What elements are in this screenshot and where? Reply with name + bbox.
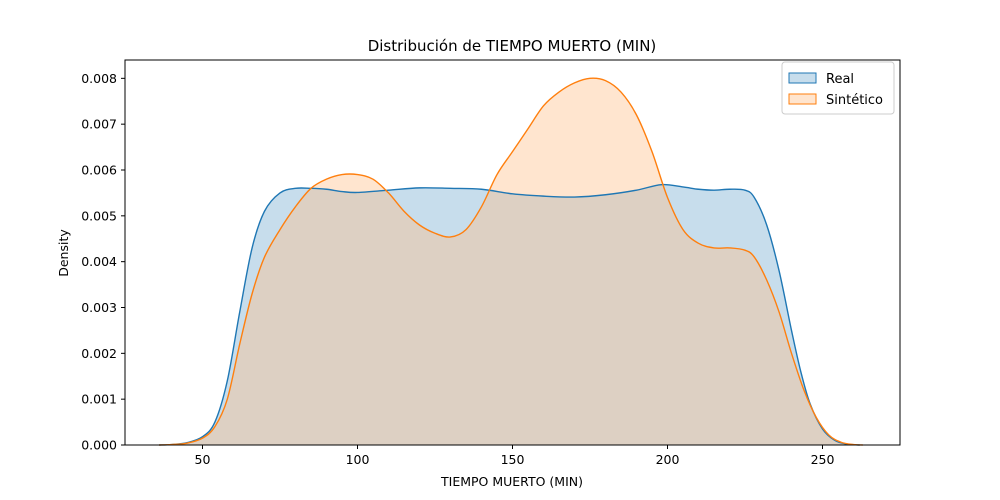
x-tick-label: 200	[656, 452, 680, 467]
legend-label-sint-tico: Sintético	[826, 93, 883, 108]
y-tick-label: 0.002	[81, 346, 117, 361]
y-tick-label: 0.003	[81, 300, 117, 315]
x-tick-label: 50	[195, 452, 211, 467]
x-tick-label: 100	[346, 452, 370, 467]
density-line-real	[159, 183, 860, 446]
y-tick-label: 0.000	[81, 438, 117, 453]
y-tick-label: 0.008	[81, 71, 117, 86]
density-fill-real	[159, 184, 860, 445]
density-fill-sint-tico	[159, 78, 863, 445]
legend-swatch-sint-tico	[788, 93, 817, 105]
legend-swatch-real	[788, 72, 817, 84]
plot-fills	[159, 78, 863, 445]
y-tick-label: 0.004	[81, 254, 117, 269]
density-line-sint-tico	[159, 77, 863, 446]
x-tick-label: 250	[811, 452, 835, 467]
x-tick-label: 150	[501, 452, 525, 467]
y-tick-label: 0.005	[81, 208, 117, 223]
y-axis-label: Density	[56, 229, 71, 277]
x-axis-label: TIEMPO MUERTO (MIN)	[440, 474, 583, 489]
y-tick-label: 0.007	[81, 117, 117, 132]
legend: Real Sintético	[781, 61, 895, 115]
x-axis: 50 100 150 200 250	[195, 445, 835, 467]
y-tick-label: 0.001	[81, 392, 117, 407]
legend-box	[781, 61, 895, 115]
chart-title: Distribución de TIEMPO MUERTO (MIN)	[368, 37, 657, 55]
y-tick-label: 0.006	[81, 163, 117, 178]
plot-lines	[159, 77, 863, 446]
legend-label-real: Real	[826, 72, 854, 87]
y-axis: 0.000 0.001 0.002 0.003 0.004 0.005 0.006 0.007…	[81, 71, 125, 453]
